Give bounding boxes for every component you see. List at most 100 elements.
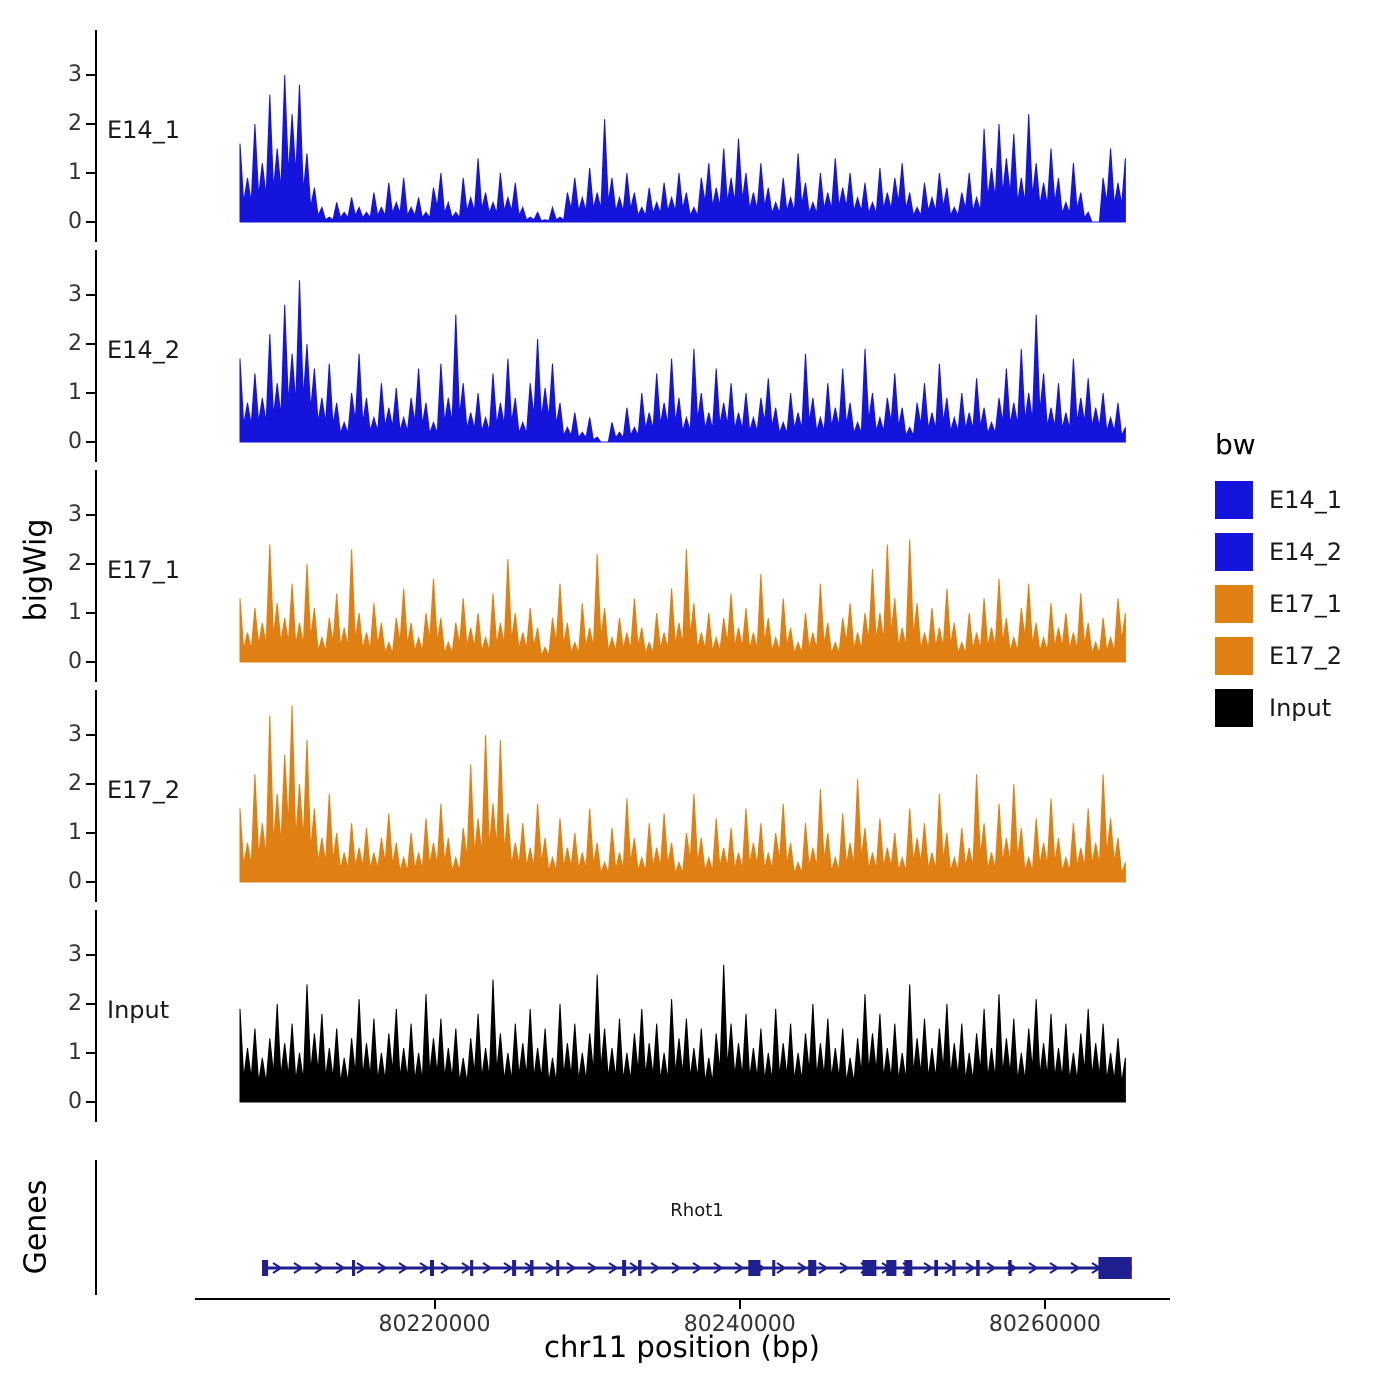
strand-arrow-icon [734, 1262, 745, 1274]
gene-exon [638, 1260, 642, 1276]
strand-arrow-icon [1091, 1262, 1102, 1274]
strand-arrow-icon [881, 1262, 892, 1274]
legend-item: E17_1 [1215, 579, 1395, 629]
coverage-track-svg [239, 74, 1126, 223]
gene-exon [1098, 1257, 1132, 1279]
strand-arrow-icon [818, 1262, 829, 1274]
x-tick-mark [1043, 1300, 1046, 1309]
y-tick-label: 0 [68, 429, 82, 454]
legend-title: bw [1215, 428, 1256, 461]
y-tick-label: 1 [68, 1040, 82, 1065]
legend-item: E14_1 [1215, 475, 1395, 525]
gene-exon [556, 1260, 560, 1276]
strand-arrow-icon [1049, 1262, 1060, 1274]
y-tick-mark [86, 1101, 95, 1103]
coverage-track-svg [239, 705, 1126, 883]
coverage-track-svg [239, 964, 1126, 1103]
strand-arrow-icon [797, 1262, 808, 1274]
strand-arrow-icon [923, 1262, 934, 1274]
coverage-area-Input [239, 964, 1126, 1103]
gene-exon [430, 1260, 434, 1276]
strand-arrow-icon [650, 1262, 661, 1274]
gene-exon [976, 1260, 980, 1276]
y-tick-mark [86, 514, 95, 516]
gene-exon [622, 1260, 627, 1276]
y-tick-label: 2 [68, 551, 82, 576]
legend-item-label: E14_2 [1269, 538, 1342, 566]
gene-exon [470, 1260, 474, 1276]
x-tick-label: 80260000 [988, 1312, 1101, 1337]
gene-exon [904, 1260, 913, 1276]
legend-item-label: E14_1 [1269, 486, 1342, 514]
legend-swatch [1215, 585, 1253, 623]
y-tick-label: 3 [68, 502, 82, 527]
y-tick-label: 1 [68, 600, 82, 625]
legend: bw E14_1 E14_2 E17_1 E17_2 Input [1215, 428, 1395, 735]
gene-exon [748, 1260, 761, 1276]
strand-arrow-icon [986, 1262, 997, 1274]
legend-item: E14_2 [1215, 527, 1395, 577]
strand-arrow-icon [839, 1262, 850, 1274]
y-axis-line [95, 910, 97, 1122]
y-tick-label: 3 [68, 62, 82, 87]
gene-exon [772, 1260, 776, 1276]
coverage-area-E14_2 [239, 280, 1126, 443]
strand-arrow-icon [566, 1262, 577, 1274]
legend-item: Input [1215, 683, 1395, 733]
y-tick-label: 2 [68, 991, 82, 1016]
strand-arrow-icon [356, 1262, 367, 1274]
y-tick-mark [86, 1052, 95, 1054]
y-tick-mark [86, 392, 95, 394]
strand-arrow-icon [1028, 1262, 1039, 1274]
legend-item: E17_2 [1215, 631, 1395, 681]
y-tick-label: 0 [68, 869, 82, 894]
y-tick-label: 2 [68, 111, 82, 136]
track-label: E14_1 [107, 116, 180, 144]
gene-exon [530, 1260, 534, 1276]
track-label: E14_2 [107, 336, 180, 364]
genes-panel-title: Genes [18, 1179, 54, 1275]
gene-exon [262, 1260, 269, 1276]
coverage-track-svg [239, 280, 1126, 443]
strand-arrow-icon [419, 1262, 430, 1274]
gene-exon [1008, 1260, 1012, 1276]
strand-arrow-icon [1070, 1262, 1081, 1274]
y-tick-label: 3 [68, 942, 82, 967]
track-label: E17_1 [107, 556, 180, 584]
coverage-area-E14_1 [239, 74, 1126, 223]
strand-arrow-icon [671, 1262, 682, 1274]
legend-swatch [1215, 533, 1253, 571]
y-tick-mark [86, 954, 95, 956]
x-tick-mark [738, 1300, 741, 1309]
y-tick-mark [86, 612, 95, 614]
y-tick-mark [86, 563, 95, 565]
strand-arrow-icon [587, 1262, 598, 1274]
gene-exon [808, 1260, 817, 1276]
y-axis-line [95, 30, 97, 242]
y-axis-line [95, 470, 97, 682]
strand-arrow-icon [713, 1262, 724, 1274]
legend-item-label: E17_2 [1269, 642, 1342, 670]
strand-arrow-icon [692, 1262, 703, 1274]
y-tick-mark [86, 832, 95, 834]
y-tick-mark [86, 74, 95, 76]
strand-arrow-icon [398, 1262, 409, 1274]
x-axis-title: chr11 position (bp) [544, 1330, 820, 1364]
legend-swatch [1215, 637, 1253, 675]
strand-arrow-icon [1007, 1262, 1018, 1274]
y-tick-mark [86, 441, 95, 443]
y-tick-label: 3 [68, 722, 82, 747]
coverage-area-E17_2 [239, 705, 1126, 883]
strand-arrow-icon [860, 1262, 871, 1274]
legend-swatch [1215, 481, 1253, 519]
strand-arrow-icon [377, 1262, 388, 1274]
strand-arrow-icon [503, 1262, 514, 1274]
y-tick-label: 1 [68, 820, 82, 845]
gene-exon [512, 1260, 517, 1276]
y-tick-mark [86, 221, 95, 223]
gene-exon [352, 1260, 356, 1276]
y-tick-label: 0 [68, 649, 82, 674]
strand-arrow-icon [524, 1262, 535, 1274]
gene-label: Rhot1 [670, 1200, 724, 1221]
